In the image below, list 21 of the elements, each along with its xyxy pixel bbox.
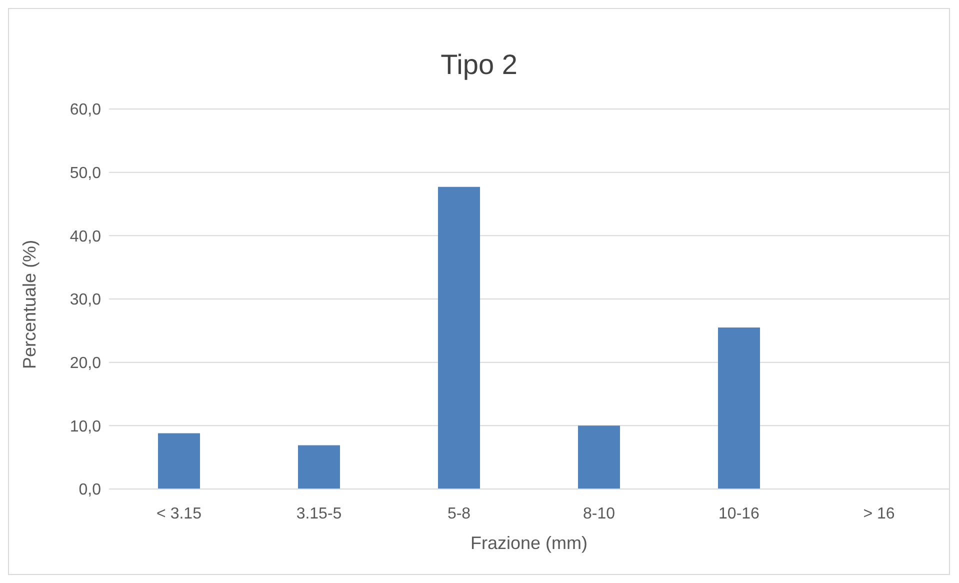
y-axis-title: Percentuale (%) xyxy=(19,240,40,369)
chart-title: Tipo 2 xyxy=(440,49,518,81)
y-tick-label: 60,0 xyxy=(70,102,102,119)
bar xyxy=(718,328,760,489)
x-tick-label: 10-16 xyxy=(718,505,760,522)
x-tick-label: 3.15-5 xyxy=(296,505,342,522)
x-tick-label: 8-10 xyxy=(582,505,616,522)
y-tick-label: 40,0 xyxy=(70,228,102,246)
bar xyxy=(578,426,620,489)
bar xyxy=(158,433,200,489)
x-tick-label: > 16 xyxy=(863,505,895,522)
x-tick-label: 5-8 xyxy=(447,505,471,522)
y-tick-label: 0,0 xyxy=(78,482,102,499)
x-tick-label: < 3.15 xyxy=(156,505,202,522)
y-tick-label: 10,0 xyxy=(70,418,102,436)
y-tick-label: 50,0 xyxy=(70,165,102,182)
bar xyxy=(438,186,480,489)
y-tick-label: 30,0 xyxy=(70,292,102,309)
y-tick-label: 20,0 xyxy=(70,355,102,372)
x-axis-title: Frazione (mm) xyxy=(470,533,588,553)
bar xyxy=(298,445,340,489)
